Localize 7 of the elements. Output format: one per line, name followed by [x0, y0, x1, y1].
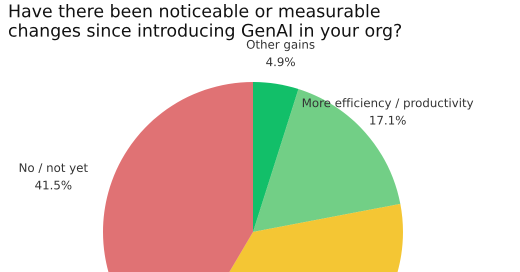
slice-label: Other gains	[246, 40, 314, 52]
data-label: 17.1%	[370, 116, 406, 125]
chart-title: Have there been noticeable or measurable changes since introducing GenAI in your org?	[8, 4, 402, 40]
data-label: 41.5%	[35, 180, 72, 190]
slice-label: More efficiency / productivity	[302, 98, 474, 110]
slice-label: No / not yet	[20, 163, 88, 174]
data-label: 4.9%	[266, 57, 295, 66]
